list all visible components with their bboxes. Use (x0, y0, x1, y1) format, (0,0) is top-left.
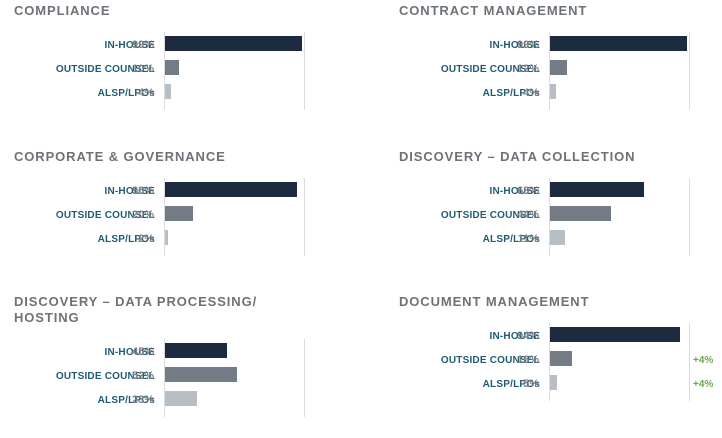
bar-row-in-house: IN-HOUSE 94% (399, 327, 722, 351)
bar-row-in-house: IN-HOUSE 96% (14, 182, 344, 206)
bar-row-in-house: IN-HOUSE 99% (14, 36, 344, 60)
axis-line (164, 339, 165, 417)
bar-alsp-lpos (165, 230, 168, 245)
category-label: OUTSIDE COUNSEL (440, 64, 540, 75)
value-label: 52% (131, 370, 154, 382)
bar-in-house (550, 36, 687, 51)
bar-row-alsp-lpos: ALSP/LPOs 4% (14, 84, 344, 108)
axis-line (164, 32, 165, 110)
chart-title: CORPORATE & GOVERNANCE (14, 149, 226, 164)
bar-in-house (165, 343, 227, 358)
value-label: 99% (516, 39, 539, 51)
bar-row-outside-counsel: OUTSIDE COUNSEL 20% (14, 206, 344, 230)
guide-line (689, 323, 690, 401)
bar-in-house (165, 36, 302, 51)
bar-in-house (550, 327, 680, 342)
bar-outside-counsel (550, 60, 567, 75)
bar-row-outside-counsel: OUTSIDE COUNSEL 12% (399, 60, 722, 84)
category-label: OUTSIDE COUNSEL (55, 64, 155, 75)
value-label: 96% (131, 185, 154, 197)
value-label: 4% (138, 87, 154, 99)
category-label: IN-HOUSE (489, 331, 540, 342)
bar-outside-counsel (165, 60, 179, 75)
chart-title: DISCOVERY – DATA PROCESSING/ HOSTING (14, 294, 258, 325)
category-label: IN-HOUSE (489, 186, 540, 197)
bar-row-outside-counsel: OUTSIDE COUNSEL 10% (14, 60, 344, 84)
category-label: ALSP/LPOs (482, 379, 540, 390)
axis-line (164, 178, 165, 256)
bar-row-alsp-lpos: ALSP/LPOs 11% (399, 230, 722, 254)
chart-title: COMPLIANCE (14, 3, 111, 18)
value-label: 45% (131, 346, 154, 358)
value-label: 11% (517, 233, 539, 245)
category-label: IN-HOUSE (104, 40, 155, 51)
bar-in-house (165, 182, 297, 197)
chart-title: DISCOVERY – DATA COLLECTION (399, 149, 636, 164)
bar-row-alsp-lpos: ALSP/LPOs 2% (14, 230, 344, 254)
value-label: 10% (131, 63, 154, 75)
guide-line (689, 178, 690, 256)
bar-alsp-lpos (550, 84, 556, 99)
chart-title: DOCUMENT MANAGEMENT (399, 294, 590, 309)
guide-line (689, 32, 690, 110)
axis-line (549, 178, 550, 256)
axis-line (549, 32, 550, 110)
guide-line (304, 32, 305, 110)
category-label: OUTSIDE COUNSEL (55, 371, 155, 382)
delta-label: +4% (693, 355, 714, 366)
bar-in-house (550, 182, 644, 197)
bar-row-outside-counsel: OUTSIDE COUNSEL 16% +4% (399, 351, 722, 375)
category-label: ALSP/LPOs (97, 88, 155, 99)
bar-row-in-house: IN-HOUSE 68% (399, 182, 722, 206)
axis-line (549, 323, 550, 401)
value-label: 20% (131, 209, 154, 221)
bar-alsp-lpos (550, 375, 557, 390)
bar-outside-counsel (165, 367, 237, 382)
chart-panel: DISCOVERY – DATA PROCESSING/ HOSTING IN-H… (14, 294, 344, 434)
guide-line (304, 178, 305, 256)
value-label: 23% (131, 394, 154, 406)
category-label: IN-HOUSE (104, 186, 155, 197)
value-label: 4% (523, 87, 539, 99)
bar-row-in-house: IN-HOUSE 45% (14, 343, 344, 367)
guide-line (304, 339, 305, 417)
bar-row-alsp-lpos: ALSP/LPOs 5% +4% (399, 375, 722, 399)
bar-alsp-lpos (165, 391, 197, 406)
category-label: OUTSIDE COUNSEL (440, 210, 540, 221)
category-label: ALSP/LPOs (482, 88, 540, 99)
category-label: IN-HOUSE (104, 347, 155, 358)
value-label: 94% (516, 330, 539, 342)
chart-title: CONTRACT MANAGEMENT (399, 3, 588, 18)
category-label: IN-HOUSE (489, 40, 540, 51)
category-label: OUTSIDE COUNSEL (440, 355, 540, 366)
bar-outside-counsel (550, 206, 611, 221)
value-label: 16% (516, 354, 539, 366)
chart-panel: DISCOVERY – DATA COLLECTION IN-HOUSE 68% OU… (399, 149, 722, 289)
bar-row-outside-counsel: OUTSIDE COUNSEL 44% (399, 206, 722, 230)
category-label: OUTSIDE COUNSEL (55, 210, 155, 221)
value-label: 5% (523, 378, 539, 390)
delta-label: +4% (693, 379, 714, 390)
chart-panel: CORPORATE & GOVERNANCE IN-HOUSE 96% OUTSIDE… (14, 149, 344, 289)
category-label: ALSP/LPOs (482, 234, 540, 245)
value-label: 44% (516, 209, 539, 221)
value-label: 12% (516, 63, 539, 75)
value-label: 68% (516, 185, 539, 197)
bar-row-alsp-lpos: ALSP/LPOs 23% (14, 391, 344, 415)
chart-panel: DOCUMENT MANAGEMENT IN-HOUSE 94% OUTSIDE CO… (399, 294, 722, 434)
bar-row-in-house: IN-HOUSE 99% (399, 36, 722, 60)
category-label: ALSP/LPOs (97, 395, 155, 406)
bar-outside-counsel (165, 206, 193, 221)
bar-row-outside-counsel: OUTSIDE COUNSEL 52% (14, 367, 344, 391)
bar-outside-counsel (550, 351, 572, 366)
chart-panel: CONTRACT MANAGEMENT IN-HOUSE 99% OUTSIDE CO… (399, 3, 722, 143)
value-label: 2% (138, 233, 154, 245)
category-label: ALSP/LPOs (97, 234, 155, 245)
bar-alsp-lpos (550, 230, 565, 245)
value-label: 99% (131, 39, 154, 51)
bar-alsp-lpos (165, 84, 171, 99)
bar-row-alsp-lpos: ALSP/LPOs 4% (399, 84, 722, 108)
chart-panel: COMPLIANCE IN-HOUSE 99% OUTSIDE COUNSEL 10% A… (14, 3, 344, 143)
